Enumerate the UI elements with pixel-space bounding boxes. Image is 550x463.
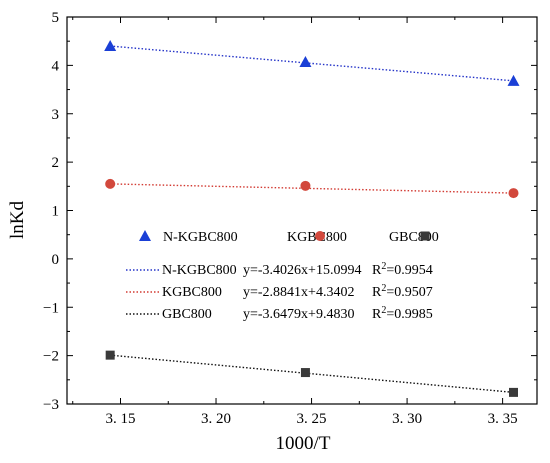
legend-equation-gbc800: y=-3.6479x+9.4830 bbox=[243, 307, 354, 322]
x-tick-label: 3. 25 bbox=[297, 411, 327, 427]
data-point-n-kgbc800 bbox=[104, 40, 117, 52]
data-point-gbc800 bbox=[509, 387, 518, 397]
fit-line-n-kgbc800 bbox=[110, 45, 514, 82]
fit-line-gbc800 bbox=[110, 354, 514, 394]
legend-r2-gbc800: R2=0.9985 bbox=[372, 305, 433, 323]
y-tick-label: 1 bbox=[52, 204, 60, 220]
y-tick-label: −3 bbox=[43, 397, 59, 413]
data-point-kgbc800 bbox=[508, 188, 519, 199]
fit-line-kgbc800 bbox=[110, 183, 514, 194]
legend-fit-label-n-kgbc800: N-KGBC800 bbox=[162, 263, 237, 278]
data-point-kgbc800 bbox=[300, 180, 311, 191]
legend-equation-kgbc800: y=-2.8841x+4.3402 bbox=[243, 285, 354, 300]
legend: N-KGBC800 KGBC800 GBC800 N-KGBC800 y=-3.4026… bbox=[126, 230, 439, 322]
plot-layer bbox=[104, 40, 520, 397]
x-tick-label: 3. 30 bbox=[392, 411, 422, 427]
plot-frame bbox=[66, 16, 538, 405]
x-tick-label: 3. 35 bbox=[488, 411, 518, 427]
legend-marker-n-kgbc800 bbox=[139, 230, 151, 241]
x-tick-label: 3. 15 bbox=[105, 411, 135, 427]
y-tick-label: 3 bbox=[52, 107, 60, 123]
legend-equation-n-kgbc800: y=-3.4026x+15.0994 bbox=[243, 263, 361, 278]
legend-marker-gbc800 bbox=[420, 231, 430, 241]
y-tick-label: 2 bbox=[52, 155, 60, 171]
legend-r2-kgbc800: R2=0.9507 bbox=[372, 283, 433, 301]
legend-label-gbc800: GBC800 bbox=[389, 230, 439, 245]
y-tick-label: −1 bbox=[43, 300, 59, 316]
data-point-gbc800 bbox=[105, 350, 115, 360]
data-point-gbc800 bbox=[300, 368, 310, 378]
y-tick-label: 0 bbox=[52, 252, 60, 268]
x-axis-title: 1000/T bbox=[276, 433, 331, 454]
data-point-n-kgbc800 bbox=[299, 55, 312, 67]
legend-marker-kgbc800 bbox=[315, 231, 325, 241]
y-axis-title: lnKd bbox=[7, 201, 28, 240]
y-tick-label: 5 bbox=[52, 10, 60, 26]
legend-fit-label-gbc800: GBC800 bbox=[162, 307, 212, 322]
legend-fit-label-kgbc800: KGBC800 bbox=[162, 285, 222, 300]
data-point-kgbc800 bbox=[105, 178, 116, 189]
legend-label-n-kgbc800: N-KGBC800 bbox=[163, 230, 238, 245]
x-tick-label: 3. 20 bbox=[201, 411, 231, 427]
data-point-n-kgbc800 bbox=[507, 74, 520, 86]
axes-layer: 3. 15 3. 20 3. 25 3. 30 3. 35 −3 −2 −1 0 1 2 3 4 5 bbox=[43, 10, 538, 427]
legend-r2-n-kgbc800: R2=0.9954 bbox=[372, 261, 433, 279]
y-tick-label: 4 bbox=[52, 58, 60, 74]
y-tick-label: −2 bbox=[43, 349, 59, 365]
